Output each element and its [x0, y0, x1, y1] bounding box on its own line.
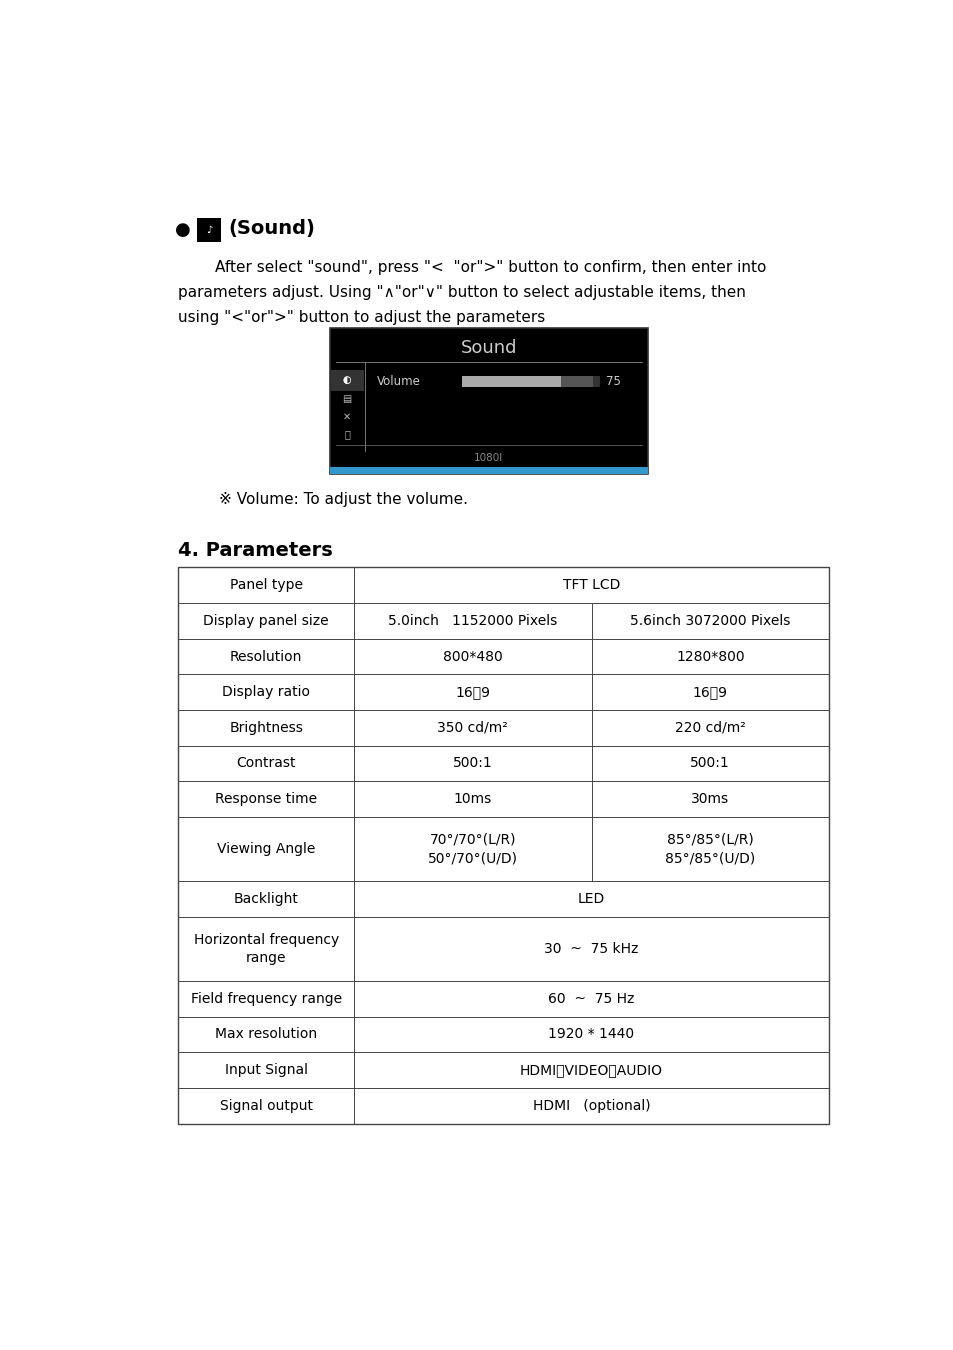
Text: Brightness: Brightness [229, 721, 303, 734]
FancyBboxPatch shape [593, 375, 599, 387]
Text: Backlight: Backlight [233, 892, 298, 906]
Text: 1280*800: 1280*800 [676, 649, 744, 664]
Text: Contrast: Contrast [236, 756, 295, 771]
Text: 🔈: 🔈 [344, 429, 350, 439]
Text: Viewing Angle: Viewing Angle [217, 842, 315, 856]
Text: TFT LCD: TFT LCD [562, 578, 619, 593]
Text: Signal output: Signal output [219, 1099, 313, 1112]
Text: 220 cd/m²: 220 cd/m² [674, 721, 745, 734]
Text: Horizontal frequency
range: Horizontal frequency range [193, 933, 338, 965]
Text: ◐: ◐ [342, 375, 351, 385]
Text: 1080I: 1080I [474, 454, 503, 463]
Text: 16：9: 16：9 [455, 686, 490, 699]
Text: 85°/85°(L/R)
85°/85°(U/D): 85°/85°(L/R) 85°/85°(U/D) [664, 833, 755, 865]
Text: Resolution: Resolution [230, 649, 302, 664]
Text: 350 cd/m²: 350 cd/m² [437, 721, 508, 734]
Text: 1920 * 1440: 1920 * 1440 [548, 1027, 634, 1041]
Text: using "<"or">" button to adjust the parameters: using "<"or">" button to adjust the para… [178, 309, 545, 324]
Text: 10ms: 10ms [454, 792, 492, 806]
Text: 30ms: 30ms [691, 792, 729, 806]
Text: parameters adjust. Using "∧"or"∨" button to select adjustable items, then: parameters adjust. Using "∧"or"∨" button… [178, 285, 745, 300]
Text: ♪: ♪ [206, 224, 212, 235]
Text: Sound: Sound [460, 339, 517, 356]
FancyBboxPatch shape [461, 375, 599, 387]
Text: Display panel size: Display panel size [203, 614, 329, 628]
Text: ※ Volume: To adjust the volume.: ※ Volume: To adjust the volume. [219, 491, 468, 506]
FancyBboxPatch shape [331, 370, 364, 390]
Text: After select "sound", press "<  "or">" button to confirm, then enter into: After select "sound", press "< "or">" bu… [215, 259, 766, 274]
Text: Response time: Response time [215, 792, 317, 806]
Text: 60  ~  75 Hz: 60 ~ 75 Hz [548, 992, 634, 1006]
Text: 500:1: 500:1 [690, 756, 729, 771]
Text: 5.0inch   1152000 Pixels: 5.0inch 1152000 Pixels [388, 614, 557, 628]
Text: 5.6inch 3072000 Pixels: 5.6inch 3072000 Pixels [629, 614, 790, 628]
Text: ◐: ◐ [342, 375, 351, 385]
Text: Volume: Volume [376, 375, 420, 387]
Text: ●: ● [174, 220, 191, 239]
Text: Input Signal: Input Signal [225, 1062, 308, 1077]
Text: 30  ~  75 kHz: 30 ~ 75 kHz [544, 942, 639, 956]
Text: ▤: ▤ [342, 394, 352, 404]
FancyBboxPatch shape [330, 467, 647, 474]
FancyBboxPatch shape [330, 328, 647, 474]
Text: Max resolution: Max resolution [215, 1027, 317, 1041]
Text: 4. Parameters: 4. Parameters [178, 541, 333, 560]
Text: 16：9: 16：9 [692, 686, 727, 699]
FancyBboxPatch shape [196, 217, 221, 242]
Text: 70°/70°(L/R)
50°/70°(U/D): 70°/70°(L/R) 50°/70°(U/D) [427, 833, 517, 865]
Text: (Sound): (Sound) [229, 219, 315, 238]
Text: HDMI   (optional): HDMI (optional) [532, 1099, 650, 1112]
Text: Panel type: Panel type [230, 578, 302, 593]
FancyBboxPatch shape [461, 375, 560, 387]
Text: 75: 75 [605, 375, 620, 387]
Text: 500:1: 500:1 [453, 756, 492, 771]
Text: HDMI、VIDEO、AUDIO: HDMI、VIDEO、AUDIO [519, 1062, 662, 1077]
Text: Display ratio: Display ratio [222, 686, 310, 699]
Text: ✕: ✕ [342, 412, 351, 421]
Text: 800*480: 800*480 [442, 649, 502, 664]
Text: Field frequency range: Field frequency range [191, 992, 341, 1006]
Text: LED: LED [578, 892, 604, 906]
